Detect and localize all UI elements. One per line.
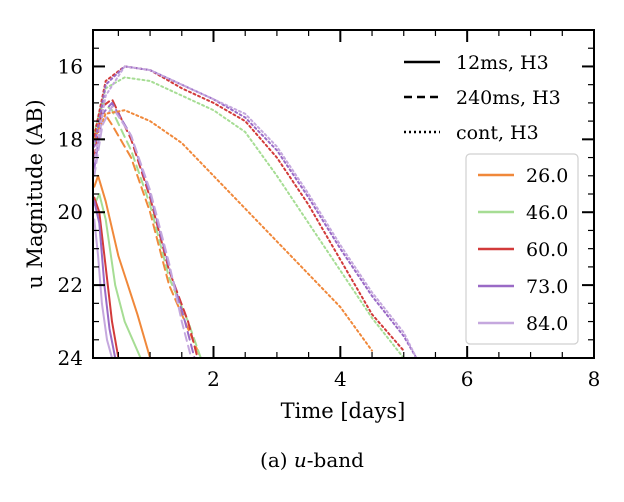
- y-tick-label: 16: [58, 54, 83, 78]
- legend-angle-label: 46.0: [526, 202, 568, 224]
- series-line-7: [93, 98, 199, 358]
- legend-style-label: 12ms, H3: [456, 52, 549, 74]
- series-line-9: [93, 105, 193, 358]
- y-tick-label: 24: [58, 346, 83, 370]
- legend-angle-label: 26.0: [526, 165, 568, 187]
- series-line-14: [93, 65, 418, 358]
- legend-angle-label: 84.0: [526, 313, 568, 335]
- series-layer: [93, 65, 418, 358]
- series-line-2: [93, 196, 120, 358]
- legend-style-label: cont, H3: [456, 122, 539, 144]
- series-line-11: [93, 76, 405, 358]
- y-tick-label: 22: [58, 273, 83, 297]
- series-line-1: [93, 193, 142, 358]
- series-line-4: [93, 218, 113, 358]
- series-line-0: [93, 174, 152, 358]
- x-tick-label: 8: [588, 367, 601, 391]
- legend-angle-label: 60.0: [526, 239, 568, 261]
- x-axis-label: Time [days]: [281, 399, 406, 423]
- series-line-10: [93, 109, 373, 352]
- legend-angles: 26.0 46.0 60.0 73.0 84.0: [478, 165, 568, 335]
- series-line-12: [93, 65, 405, 352]
- y-tick-label: 18: [58, 127, 83, 151]
- legend-angles-frame: [465, 153, 579, 345]
- legend-style-label: 240ms, H3: [456, 87, 561, 109]
- caption-suffix: -band: [306, 448, 364, 472]
- caption-prefix: (a): [260, 448, 288, 472]
- caption-band: u: [293, 448, 307, 472]
- x-tick-label: 4: [334, 367, 347, 391]
- figure-caption: (a) u-band: [0, 448, 624, 472]
- y-axis-label: u Magnitude (AB): [23, 99, 47, 288]
- series-line-13: [93, 65, 418, 358]
- x-tick-label: 2: [207, 367, 220, 391]
- legend-styles: 12ms, H3 240ms, H3 cont, H3: [404, 52, 561, 144]
- x-tick-label: 6: [461, 367, 474, 391]
- y-tick-label: 20: [58, 200, 83, 224]
- legend-angles-box: 26.0 46.0 60.0 73.0 84.0: [465, 153, 579, 345]
- legend-angle-label: 73.0: [526, 276, 568, 298]
